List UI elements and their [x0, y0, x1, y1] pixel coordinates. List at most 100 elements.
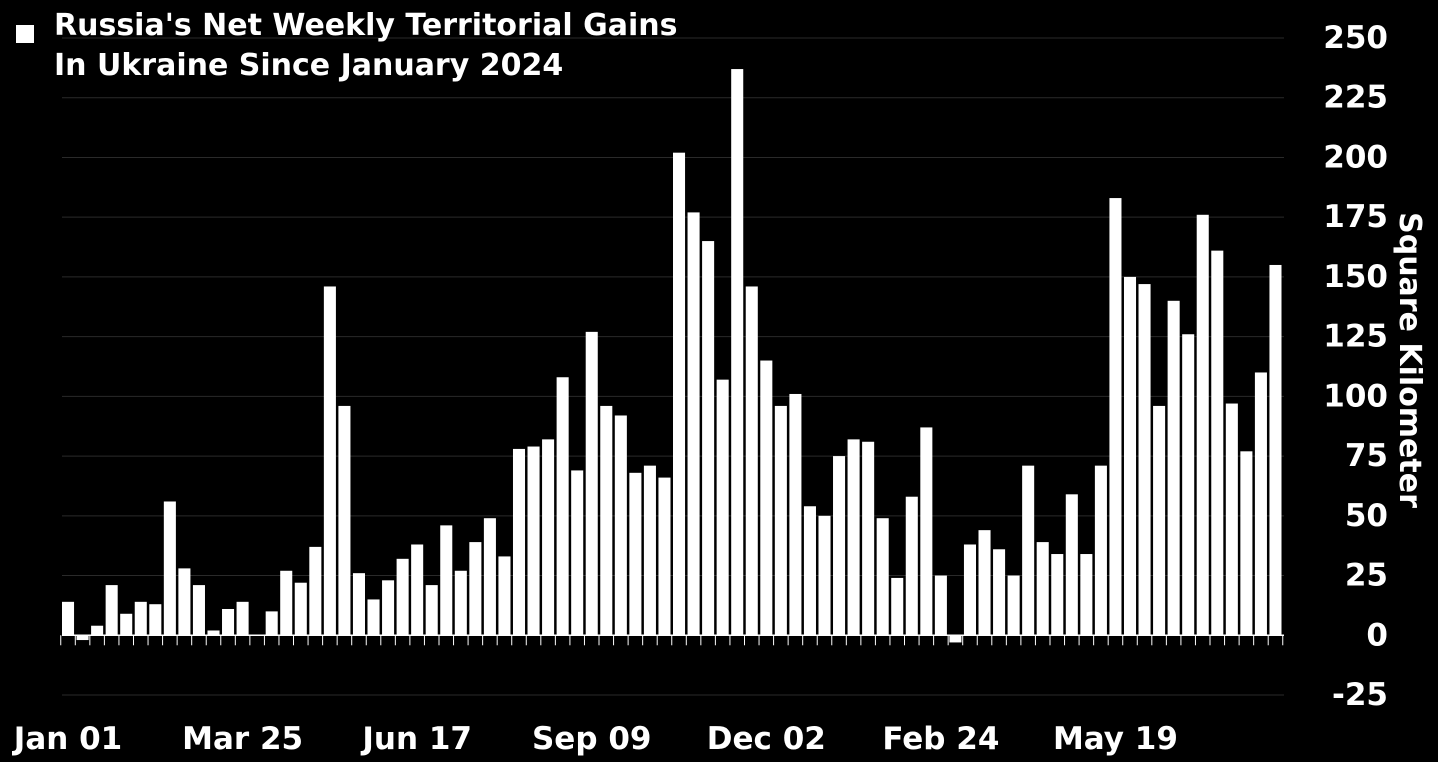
bar	[483, 518, 496, 636]
bar	[760, 360, 773, 636]
bar	[993, 549, 1006, 636]
x-tick-label: Sep 09	[532, 721, 651, 757]
bar	[76, 635, 89, 641]
bar	[978, 530, 991, 636]
bar	[556, 377, 569, 636]
bar	[629, 472, 642, 636]
bar	[571, 470, 584, 636]
bar	[469, 542, 482, 636]
bar	[1182, 334, 1195, 636]
bar	[1269, 264, 1282, 636]
x-tick-label: Jan 01	[12, 721, 122, 757]
bar	[1211, 250, 1224, 636]
bar	[512, 448, 526, 636]
bar	[163, 501, 176, 636]
bar	[716, 379, 729, 636]
y-tick-label: 125	[1323, 319, 1388, 355]
bar	[949, 635, 962, 643]
bar	[91, 625, 104, 636]
bar	[1240, 451, 1253, 636]
bar	[585, 331, 598, 636]
bar	[309, 546, 322, 636]
bar	[1196, 214, 1209, 636]
y-tick-label: 200	[1323, 139, 1388, 175]
bar	[236, 601, 249, 636]
bar	[498, 556, 511, 636]
y-tick-label: 100	[1323, 378, 1388, 414]
bar	[920, 427, 933, 636]
bar	[1007, 575, 1020, 636]
bar	[382, 580, 395, 636]
bar	[774, 405, 787, 636]
bar	[745, 286, 758, 636]
bar	[294, 582, 307, 636]
bar	[905, 496, 918, 636]
bar	[222, 608, 235, 636]
bar	[1109, 198, 1122, 636]
bar	[440, 525, 453, 636]
bar	[1080, 554, 1093, 636]
bar	[280, 570, 293, 636]
bar	[425, 585, 438, 636]
x-tick-marks	[60, 635, 1284, 646]
y-axis-label: Square Kilometer	[1392, 212, 1427, 508]
bar	[1254, 372, 1267, 636]
y-tick-label: 25	[1345, 558, 1388, 594]
bar	[1094, 465, 1107, 636]
x-tick-label: Dec 02	[707, 721, 826, 757]
bar	[396, 558, 409, 636]
bar	[862, 441, 875, 636]
bar	[702, 241, 715, 636]
bar	[600, 405, 613, 636]
bar	[62, 601, 75, 636]
bar	[891, 577, 904, 636]
bar	[352, 573, 365, 636]
bar	[542, 439, 555, 636]
bar	[1225, 403, 1238, 636]
x-tick-labels: Jan 01 Mar 25 Jun 17 Sep 09 Dec 02 Feb 24 May …	[12, 721, 1178, 757]
bar	[454, 570, 467, 636]
bar	[934, 575, 947, 636]
x-tick-label: Mar 25	[182, 721, 303, 757]
bar	[731, 69, 744, 636]
bar	[207, 630, 220, 636]
bar	[876, 518, 889, 636]
x-tick-label: Feb 24	[882, 721, 999, 757]
bar	[1167, 300, 1180, 636]
y-tick-label: 225	[1323, 80, 1388, 116]
bar	[847, 439, 860, 636]
bar	[134, 601, 147, 636]
bar	[789, 393, 802, 636]
bar	[643, 465, 656, 636]
y-tick-label: 0	[1366, 617, 1388, 653]
bar	[178, 568, 191, 636]
y-tick-label: 250	[1323, 20, 1388, 56]
y-tick-label: 50	[1345, 498, 1388, 534]
bar	[1065, 494, 1078, 636]
bar	[833, 456, 846, 636]
bar	[614, 415, 627, 636]
bar	[323, 286, 336, 636]
y-tick-label: 150	[1323, 259, 1388, 295]
bar	[1123, 276, 1137, 636]
bar	[527, 446, 540, 636]
bar	[338, 405, 351, 636]
bar	[1153, 405, 1166, 636]
bar	[673, 152, 686, 636]
bar	[149, 604, 162, 636]
y-tick-label: 75	[1345, 438, 1388, 474]
bar	[803, 506, 816, 636]
bar	[265, 611, 278, 636]
bar	[411, 544, 424, 636]
bar	[1138, 284, 1151, 636]
x-tick-label: Jun 17	[360, 721, 472, 757]
chart-title-line-1: Russia's Net Weekly Territorial Gains	[54, 8, 677, 43]
bar	[367, 599, 380, 636]
chart-title-line-2: In Ukraine Since January 2024	[54, 48, 563, 83]
legend: Russia's Net Weekly Territorial Gains In…	[16, 8, 677, 83]
y-tick-label: 175	[1323, 199, 1388, 235]
y-tick-label: -25	[1332, 677, 1388, 713]
bar	[963, 544, 976, 636]
